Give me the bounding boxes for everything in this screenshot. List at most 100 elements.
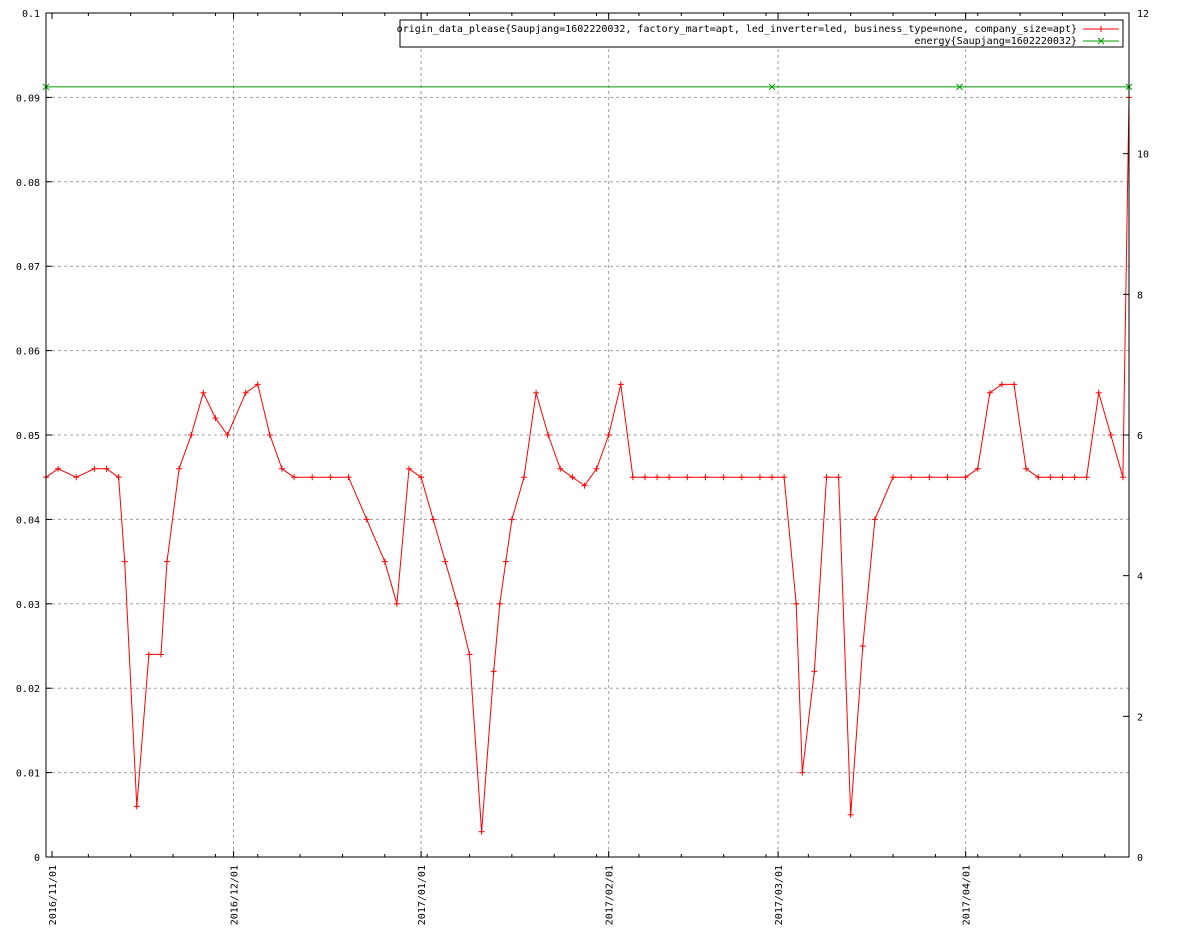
data-point bbox=[418, 474, 425, 481]
data-point bbox=[908, 474, 915, 481]
data-point bbox=[654, 474, 661, 481]
data-point bbox=[327, 474, 334, 481]
data-point bbox=[121, 558, 128, 565]
data-point bbox=[200, 389, 207, 396]
data-point bbox=[254, 381, 261, 388]
data-point bbox=[781, 474, 788, 481]
data-point bbox=[926, 474, 933, 481]
data-point bbox=[502, 558, 509, 565]
y-left-tick-label: 0.01 bbox=[16, 769, 40, 780]
y-right-tick-label: 10 bbox=[1137, 150, 1149, 161]
x-tick-label: 2016/11/01 bbox=[48, 865, 59, 925]
x-tick-label: 2016/12/01 bbox=[230, 865, 241, 925]
data-point bbox=[188, 432, 195, 438]
data-point bbox=[986, 389, 993, 396]
data-point bbox=[684, 474, 691, 481]
data-point bbox=[799, 769, 806, 776]
data-point bbox=[103, 465, 110, 472]
data-point bbox=[974, 465, 981, 472]
x-tick-label: 2017/02/01 bbox=[605, 865, 616, 925]
data-point bbox=[962, 474, 969, 481]
data-point bbox=[430, 516, 437, 523]
data-point bbox=[266, 432, 273, 438]
data-point bbox=[593, 465, 600, 472]
data-point bbox=[442, 558, 449, 565]
x-tick-label: 2017/03/01 bbox=[774, 865, 785, 925]
data-point bbox=[454, 600, 461, 607]
data-point bbox=[756, 474, 763, 481]
data-point bbox=[1095, 389, 1102, 396]
data-point bbox=[291, 474, 298, 481]
data-point bbox=[157, 651, 164, 658]
data-point bbox=[569, 474, 576, 481]
data-point bbox=[666, 474, 673, 481]
series-1 bbox=[43, 94, 1132, 835]
data-point bbox=[1071, 474, 1078, 481]
data-point bbox=[769, 474, 776, 481]
data-point bbox=[381, 558, 388, 565]
y-left-tick-label: 0 bbox=[34, 853, 40, 864]
data-point bbox=[496, 600, 503, 607]
data-point bbox=[309, 474, 316, 481]
axes: 0 0.01 0.02 0.03 0.04 0.05 0.06 0.07 0.08 0.09 0.1… bbox=[16, 9, 1149, 925]
data-point bbox=[345, 474, 352, 481]
y-left-tick-label: 0.08 bbox=[16, 178, 40, 189]
data-point bbox=[738, 474, 745, 481]
data-point bbox=[212, 415, 219, 422]
grid bbox=[46, 13, 1129, 857]
legend-box bbox=[399, 19, 1124, 48]
plot-frame bbox=[45, 12, 1130, 858]
data-point bbox=[145, 651, 152, 658]
data-point bbox=[871, 516, 878, 523]
data-point bbox=[557, 465, 564, 472]
data-point bbox=[629, 474, 636, 481]
data-point bbox=[242, 389, 249, 396]
data-point bbox=[811, 668, 818, 675]
data-point bbox=[605, 432, 612, 438]
data-point bbox=[545, 432, 552, 438]
y-right-tick-label: 0 bbox=[1137, 853, 1143, 864]
legend: origin_data_please{Saupjang=1602220032, … bbox=[397, 19, 1124, 48]
data-point bbox=[1083, 474, 1090, 481]
data-point bbox=[823, 474, 830, 481]
data-point bbox=[91, 465, 98, 472]
y-left-tick-label: 0.09 bbox=[16, 93, 40, 104]
y-left-tick-label: 0.07 bbox=[16, 262, 40, 273]
data-point bbox=[702, 474, 709, 481]
legend-marker bbox=[1097, 37, 1105, 45]
data-point bbox=[1023, 465, 1030, 472]
data-point bbox=[176, 465, 183, 472]
y-left-tick-label: 0.02 bbox=[16, 684, 40, 695]
data-point bbox=[73, 474, 80, 481]
series-2 bbox=[42, 83, 1133, 91]
data-point bbox=[793, 600, 800, 607]
data-point bbox=[581, 482, 588, 489]
data-point bbox=[490, 668, 497, 675]
y-right-tick-label: 12 bbox=[1137, 9, 1149, 20]
data-point bbox=[835, 474, 842, 481]
y-left-tick-label: 0.04 bbox=[16, 515, 40, 526]
data-point bbox=[278, 465, 285, 472]
data-point bbox=[466, 651, 473, 658]
x-tick-label: 2017/01/01 bbox=[417, 865, 428, 925]
data-point bbox=[508, 516, 515, 523]
y-left-tick-label: 0.1 bbox=[22, 9, 40, 20]
y-left-tick-label: 0.05 bbox=[16, 431, 40, 442]
data-point bbox=[533, 389, 540, 396]
data-point bbox=[617, 381, 624, 388]
series-layer bbox=[42, 83, 1133, 835]
legend-label: energy{Saupjang=1602220032} bbox=[914, 36, 1077, 47]
data-point bbox=[133, 803, 140, 810]
data-point bbox=[115, 474, 122, 481]
data-point bbox=[1119, 474, 1126, 481]
marker-d2 bbox=[956, 83, 963, 91]
y-right-tick-label: 2 bbox=[1137, 712, 1143, 723]
legend-label: origin_data_please{Saupjang=1602220032, … bbox=[397, 24, 1077, 35]
data-point bbox=[998, 381, 1005, 388]
data-point bbox=[1011, 381, 1018, 388]
data-point bbox=[1059, 474, 1066, 481]
y-left-tick-label: 0.03 bbox=[16, 600, 40, 611]
data-point bbox=[363, 516, 370, 523]
